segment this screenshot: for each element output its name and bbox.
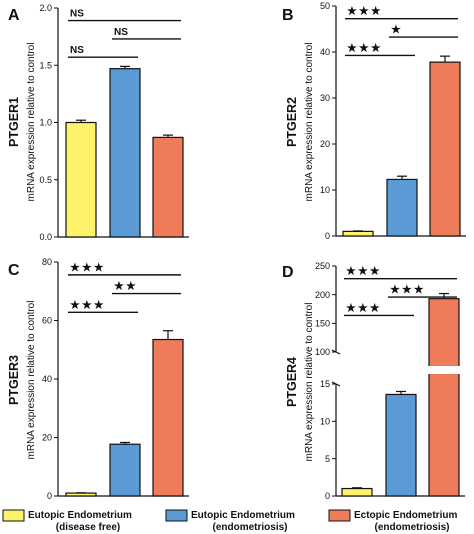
y-tick-label: 0 — [325, 491, 330, 501]
y-tick-label: 0 — [47, 491, 52, 501]
bar-2 — [109, 443, 141, 497]
gene-label: PTGER1 — [7, 97, 21, 147]
significance-label: ★★★ — [70, 262, 106, 274]
bar-2 — [386, 178, 418, 237]
significance-label: ★ — [391, 24, 403, 36]
legend-item-3: Ectopic Endometrium(endometriosis) — [328, 509, 457, 533]
legend-sublabel: (endometriosis) — [212, 522, 287, 533]
y-axis-title: PTGER2 mRNA expression relative to contro… — [285, 43, 315, 202]
y-tick-label: 80 — [42, 257, 52, 267]
y-tick-label: 15 — [320, 379, 330, 389]
y-tick-label: 60 — [42, 316, 52, 326]
y-tick-label: 10 — [320, 185, 330, 195]
significance-label: ★★★ — [347, 6, 383, 18]
gene-label: PTGER2 — [285, 97, 299, 147]
y-axis-title: PTGER4 mRNA expression relative to contro… — [285, 303, 315, 462]
panel-a: 0.0 0.5 1.0 1.5 2.0 NS NS NS A PTGER1 mRNA express… — [7, 3, 189, 242]
y-tick-label: 0.0 — [39, 232, 52, 242]
bar-3 — [152, 136, 184, 238]
y-tick-label: 100 — [315, 347, 330, 357]
y-tick-label: 20 — [320, 139, 330, 149]
legend-label: Eutopic Endometrium — [191, 510, 295, 521]
y-tick-label: 0 — [325, 231, 330, 241]
legend-swatch — [2, 509, 25, 522]
y-tick-label: 20 — [42, 433, 52, 443]
y-axis-title: PTGER3 mRNA expression relative to contro… — [7, 301, 37, 460]
y-tick-label: 250 — [315, 261, 330, 271]
legend-swatch — [165, 509, 188, 522]
panel-d: 0 5 10 15 100 150 200 250 ★★★ ★★★ ★★★ D PTGER4 mRNA e… — [282, 261, 465, 501]
legend-sublabel: (endometriosis) — [374, 522, 449, 533]
panel-letter: B — [282, 7, 294, 24]
bar-1 — [341, 487, 373, 497]
y-tick-label: 50 — [320, 1, 330, 11]
significance-label: NS — [70, 9, 84, 20]
significance-label: ★★★ — [70, 299, 106, 311]
significance-label: NS — [70, 45, 84, 56]
gene-label: PTGER4 — [285, 357, 299, 407]
bar-3 — [429, 61, 461, 237]
significance-label: NS — [114, 27, 128, 38]
bar-1 — [342, 230, 374, 237]
y-tick-label: 40 — [320, 47, 330, 57]
panel-letter: A — [8, 7, 20, 24]
y-tick-label: 2.0 — [39, 3, 52, 13]
y-tick-label: 1.5 — [39, 60, 52, 70]
y-tick-label: 1.0 — [39, 118, 52, 128]
y-axis-label: mRNA expression relative to control — [304, 43, 315, 202]
significance-label: ★★ — [114, 281, 138, 293]
significance-label: ★★★ — [390, 284, 426, 296]
panel-letter: D — [282, 264, 294, 281]
legend-item-2: Eutopic Endometrium(endometriosis) — [165, 509, 295, 533]
legend-label: Ectopic Endometrium — [354, 510, 457, 521]
y-tick-label: 5 — [325, 454, 330, 464]
significance-label: ★★★ — [346, 266, 382, 278]
bar-2 — [385, 393, 417, 497]
legend-item-1: Eutopic Endometrium(disease free) — [2, 509, 132, 533]
y-axis-title: PTGER1 mRNA expression relative to contro… — [7, 43, 37, 202]
legend-swatch — [328, 509, 351, 522]
axis-break-gap — [426, 366, 462, 374]
y-axis-label: mRNA expression relative to control — [304, 303, 315, 462]
significance-label: ★★★ — [346, 302, 382, 314]
legend: Eutopic Endometrium(disease free)Eutopic… — [2, 509, 457, 533]
legend-sublabel: (disease free) — [56, 522, 120, 533]
y-tick-label: 150 — [315, 319, 330, 329]
gene-label: PTGER3 — [7, 355, 21, 405]
panel-letter: C — [8, 262, 20, 279]
y-tick-label: 200 — [315, 290, 330, 300]
legend-label: Eutopic Endometrium — [28, 510, 132, 521]
bar-1 — [65, 121, 97, 238]
y-tick-label: 30 — [320, 93, 330, 103]
y-tick-label: 0.5 — [39, 175, 52, 185]
y-axis-label: mRNA expression relative to control — [26, 301, 37, 460]
bar-1 — [65, 492, 97, 497]
bar-3 — [152, 338, 184, 497]
y-tick-label: 10 — [320, 417, 330, 427]
significance-label: ★★★ — [347, 42, 383, 54]
y-tick-label: 40 — [42, 374, 52, 384]
bar-2 — [109, 68, 141, 238]
chart-panels: 0.0 0.5 1.0 1.5 2.0 NS NS NS A PTGER1 mRNA express… — [7, 1, 466, 501]
bar-3 — [428, 298, 460, 497]
y-axis-label: mRNA expression relative to control — [26, 43, 37, 202]
